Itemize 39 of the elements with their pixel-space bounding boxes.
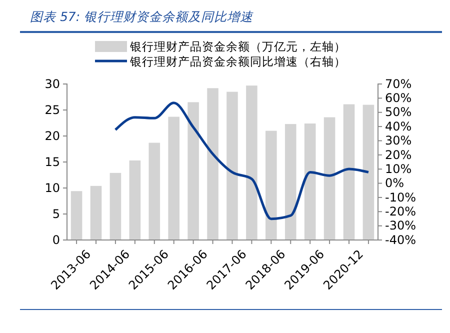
bar [304, 124, 316, 240]
bar [362, 104, 374, 240]
y2-tick-label: 10% [385, 162, 412, 176]
bar [188, 102, 199, 240]
y2-tick-label: 50% [385, 105, 412, 120]
y2-tick-label: 30% [385, 134, 412, 148]
y-tick-label: 10 [44, 180, 60, 195]
bar [90, 186, 102, 240]
bar [324, 117, 336, 240]
y-tick-label: 5 [52, 206, 60, 221]
legend-label: 银行理财产品资金余额同比增速（右轴） [129, 54, 346, 68]
y2-tick-label: 20% [385, 148, 412, 162]
y2-tick-label: 0% [385, 176, 404, 190]
y-tick-label: 20 [44, 128, 60, 143]
y-tick-label: 0 [52, 232, 60, 247]
bar [70, 191, 82, 240]
chart-title: 图表 57: 银行理财资金余额及同比增速 [30, 9, 254, 24]
y2-tick-label: -30% [385, 218, 416, 233]
y2-tick-label: 70% [385, 76, 412, 91]
bar [168, 116, 180, 240]
bar [110, 172, 122, 240]
line-series [114, 102, 370, 220]
bar [148, 142, 160, 240]
bar [266, 130, 277, 240]
bar [284, 124, 296, 240]
y2-tick-label: -40% [385, 232, 416, 247]
legend-label: 银行理财产品资金余额（万亿元，左轴） [129, 40, 346, 54]
y-tick-label: 25 [44, 102, 60, 117]
bar [226, 92, 238, 240]
bar [246, 86, 258, 240]
y2-tick-label: -10% [385, 190, 416, 204]
bar [207, 88, 218, 240]
bar [129, 160, 141, 240]
y-tick-label: 15 [44, 154, 60, 169]
y2-tick-label: 40% [385, 119, 412, 134]
y2-tick-label: 60% [385, 91, 412, 106]
y-tick-label: 30 [44, 76, 60, 91]
y2-tick-label: -20% [385, 204, 416, 218]
bar [343, 104, 355, 240]
